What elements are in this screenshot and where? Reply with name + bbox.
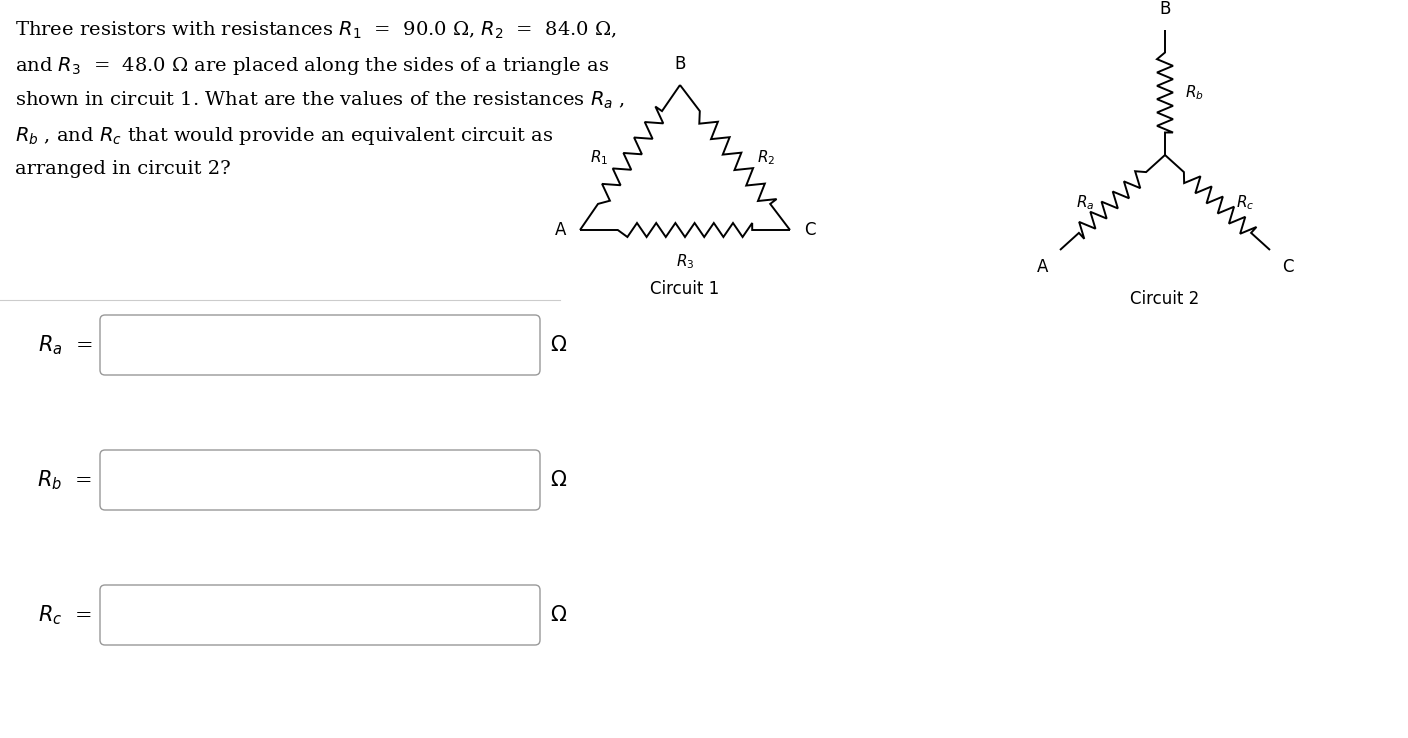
Text: $R_2$: $R_2$ xyxy=(758,148,776,167)
Text: A: A xyxy=(1036,258,1048,276)
Text: shown in circuit 1. What are the values of the resistances $R_a$ ,: shown in circuit 1. What are the values … xyxy=(15,90,625,111)
Text: C: C xyxy=(1283,258,1294,276)
Text: Ω: Ω xyxy=(551,605,566,625)
Text: Ω: Ω xyxy=(551,470,566,490)
Text: $R_c$  =: $R_c$ = xyxy=(38,603,92,627)
Text: and $R_3$  =  48.0 Ω are placed along the sides of a triangle as: and $R_3$ = 48.0 Ω are placed along the … xyxy=(15,55,610,77)
Text: B: B xyxy=(674,55,686,73)
Text: $R_c$: $R_c$ xyxy=(1235,193,1253,212)
Text: B: B xyxy=(1159,0,1170,18)
Text: $R_a$  =: $R_a$ = xyxy=(38,333,93,356)
Text: $R_a$: $R_a$ xyxy=(1076,193,1094,212)
Text: $R_3$: $R_3$ xyxy=(676,252,694,271)
Text: $R_b$ , and $R_c$ that would provide an equivalent circuit as: $R_b$ , and $R_c$ that would provide an … xyxy=(15,125,553,147)
Text: Circuit 1: Circuit 1 xyxy=(650,280,719,298)
Text: $R_b$: $R_b$ xyxy=(1186,83,1204,102)
Text: arranged in circuit 2?: arranged in circuit 2? xyxy=(15,160,231,178)
Text: Circuit 2: Circuit 2 xyxy=(1131,290,1200,308)
Text: A: A xyxy=(555,221,566,239)
FancyBboxPatch shape xyxy=(100,450,541,510)
Text: C: C xyxy=(804,221,815,239)
Text: $R_b$  =: $R_b$ = xyxy=(38,468,93,492)
Text: Ω: Ω xyxy=(551,335,566,355)
Text: $R_1$: $R_1$ xyxy=(590,148,608,167)
Text: Three resistors with resistances $R_1$  =  90.0 Ω, $R_2$  =  84.0 Ω,: Three resistors with resistances $R_1$ =… xyxy=(15,20,617,41)
FancyBboxPatch shape xyxy=(100,585,541,645)
FancyBboxPatch shape xyxy=(100,315,541,375)
